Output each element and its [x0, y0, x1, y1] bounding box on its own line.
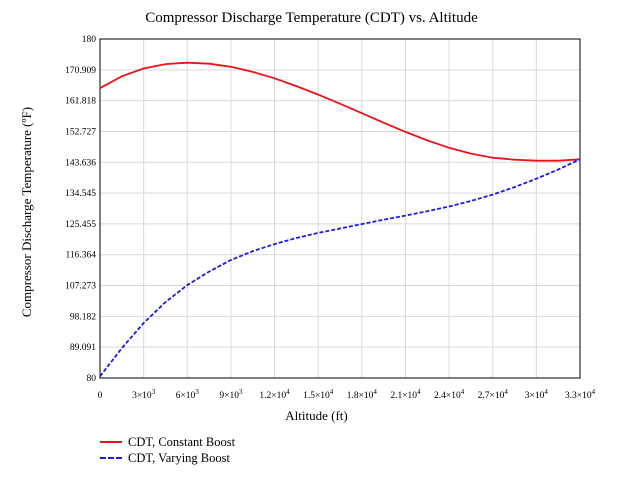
x-tick-label: 3×103: [132, 388, 156, 401]
y-tick-label: 125.455: [65, 220, 96, 230]
x-tick-label: 3×104: [525, 388, 549, 401]
legend: CDT, Constant Boost CDT, Varying Boost: [100, 434, 235, 466]
y-tick-label: 134.545: [65, 189, 96, 199]
y-tick-label: 98.182: [70, 312, 96, 322]
x-axis-label: Altitude (ft): [285, 408, 348, 423]
x-tick-label: 0: [98, 391, 103, 401]
y-tick-label: 170.909: [65, 66, 96, 76]
legend-label: CDT, Varying Boost: [128, 450, 230, 465]
y-tick-label: 161.818: [65, 97, 96, 107]
x-tick-label: 2.1×104: [390, 388, 421, 401]
x-tick-label: 1.2×104: [259, 388, 290, 401]
series-line-cdt-varying-boost: [99, 158, 581, 377]
plot-frame: [99, 38, 581, 379]
x-tick-label: 2.4×104: [434, 388, 465, 401]
y-tick-label: 180: [82, 35, 97, 45]
y-tick-label: 143.636: [65, 158, 96, 168]
y-tick-label: 80: [87, 374, 97, 384]
legend-item: CDT, Varying Boost: [100, 450, 235, 466]
x-tick-label: 6×103: [176, 388, 200, 401]
y-tick-label: 89.091: [70, 343, 96, 353]
x-tick-label: 1.5×104: [303, 388, 334, 401]
chart-title: Compressor Discharge Temperature (CDT) v…: [145, 10, 478, 26]
y-tick-label: 116.364: [65, 251, 96, 261]
y-tick-label: 152.727: [65, 127, 96, 137]
y-tick-label: 107.273: [65, 282, 96, 292]
x-tick-label: 3.3×104: [565, 388, 596, 401]
legend-swatch: [100, 457, 122, 459]
legend-label: CDT, Constant Boost: [128, 434, 236, 449]
series-line-cdt-constant-boost: [99, 61, 581, 162]
x-tick-label: 2.7×104: [478, 388, 509, 401]
legend-item: CDT, Constant Boost: [100, 434, 235, 450]
legend-swatch: [100, 441, 122, 443]
x-tick-label: 1.8×104: [347, 388, 378, 401]
x-tick-label: 9×103: [219, 388, 243, 401]
